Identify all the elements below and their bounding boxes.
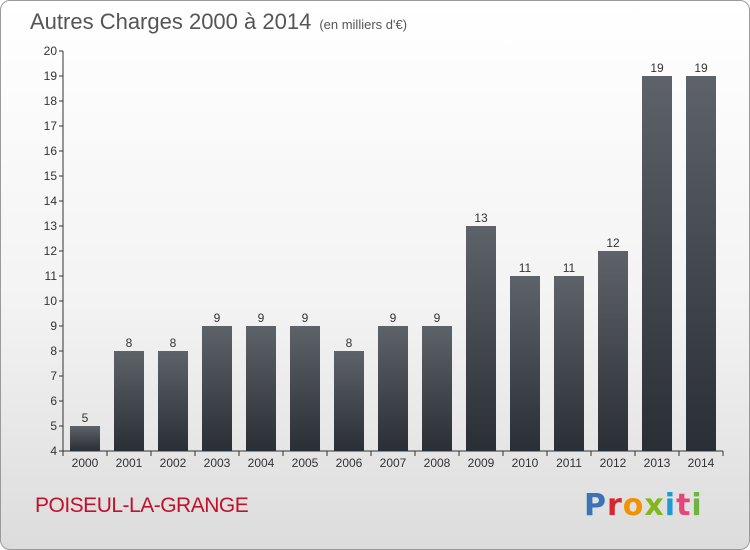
bar-value-label: 11 bbox=[563, 261, 576, 275]
bar bbox=[158, 351, 188, 451]
bar-value-label: 8 bbox=[346, 336, 353, 350]
bar-value-label: 13 bbox=[474, 211, 488, 225]
y-tick-label: 16 bbox=[44, 144, 58, 158]
bar-value-label: 8 bbox=[126, 336, 133, 350]
x-tick-label: 2002 bbox=[160, 456, 187, 470]
bar-value-label: 11 bbox=[519, 261, 532, 275]
x-tick-label: 2006 bbox=[336, 456, 363, 470]
bar-value-label: 9 bbox=[434, 311, 441, 325]
bar-value-label: 8 bbox=[170, 336, 177, 350]
x-tick-label: 2004 bbox=[248, 456, 275, 470]
bar bbox=[510, 276, 540, 451]
y-tick-label: 7 bbox=[50, 369, 57, 383]
commune-name: POISEUL-LA-GRANGE bbox=[35, 494, 249, 517]
x-tick-label: 2003 bbox=[204, 456, 231, 470]
bar-value-label: 12 bbox=[606, 236, 620, 250]
bar-value-label: 9 bbox=[390, 311, 397, 325]
bar bbox=[114, 351, 144, 451]
bar-value-label: 9 bbox=[258, 311, 265, 325]
bar bbox=[290, 326, 320, 451]
bar bbox=[422, 326, 452, 451]
y-tick-label: 6 bbox=[50, 394, 57, 408]
x-tick-label: 2013 bbox=[644, 456, 671, 470]
title-text: Autres Charges 2000 à 2014 bbox=[30, 9, 312, 34]
bar-value-label: 19 bbox=[694, 61, 708, 75]
x-tick-label: 2008 bbox=[424, 456, 451, 470]
bar bbox=[202, 326, 232, 451]
x-tick-label: 2011 bbox=[556, 456, 582, 470]
x-tick-label: 2012 bbox=[600, 456, 627, 470]
bar bbox=[466, 226, 496, 451]
y-tick-label: 18 bbox=[44, 94, 58, 108]
axes: 4 5 6 7 8 9 10 11 12 13 14 15 16 17 18 19 20 2000 2001 2002… bbox=[44, 44, 724, 470]
bar bbox=[334, 351, 364, 451]
x-tick-label: 2009 bbox=[468, 456, 495, 470]
y-tick-label: 10 bbox=[44, 294, 58, 308]
bars: 5 8 8 9 9 9 8 9 9 13 11 11 12 19 19 bbox=[70, 61, 716, 451]
bar bbox=[686, 76, 716, 451]
y-tick-label: 4 bbox=[50, 444, 57, 458]
x-tick-label: 2000 bbox=[72, 456, 99, 470]
y-tick-label: 13 bbox=[44, 219, 58, 233]
bar-value-label: 9 bbox=[214, 311, 221, 325]
bar bbox=[378, 326, 408, 451]
y-tick-label: 17 bbox=[44, 119, 58, 133]
x-tick-label: 2007 bbox=[380, 456, 407, 470]
bar bbox=[642, 76, 672, 451]
x-tick-label: 2014 bbox=[688, 456, 715, 470]
bar bbox=[246, 326, 276, 451]
unit-label: (en milliers d'€) bbox=[319, 17, 408, 32]
y-tick-label: 9 bbox=[50, 319, 57, 333]
y-tick-label: 19 bbox=[44, 69, 58, 83]
bar-value-label: 5 bbox=[82, 411, 89, 425]
chart-title: Autres Charges 2000 à 2014 (en milliers d… bbox=[30, 9, 407, 35]
bar bbox=[70, 426, 100, 451]
x-tick-label: 2001 bbox=[116, 456, 143, 470]
y-tick-label: 11 bbox=[45, 269, 58, 283]
bar bbox=[554, 276, 584, 451]
bar-value-label: 19 bbox=[650, 61, 664, 75]
y-tick-label: 12 bbox=[44, 244, 58, 258]
y-tick-label: 14 bbox=[44, 194, 58, 208]
y-tick-label: 20 bbox=[44, 44, 58, 58]
bar bbox=[598, 251, 628, 451]
x-tick-label: 2005 bbox=[292, 456, 319, 470]
y-tick-label: 8 bbox=[50, 344, 57, 358]
proxiti-logo: Proxiti bbox=[584, 488, 703, 523]
bar-value-label: 9 bbox=[302, 311, 309, 325]
y-tick-label: 15 bbox=[44, 169, 58, 183]
x-tick-label: 2010 bbox=[512, 456, 539, 470]
y-tick-label: 5 bbox=[50, 419, 57, 433]
